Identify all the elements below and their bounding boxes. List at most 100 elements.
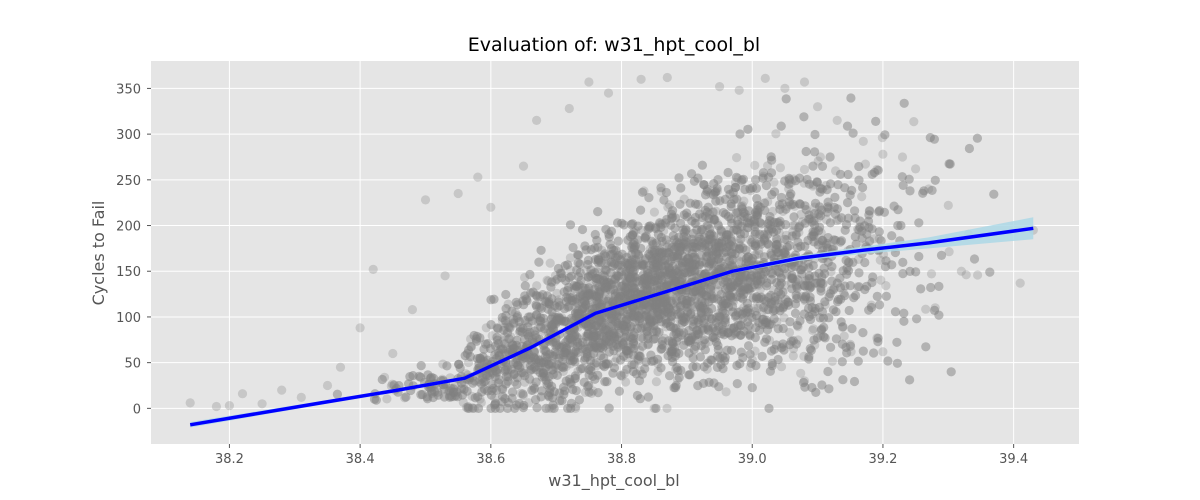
scatter-point: [743, 304, 753, 314]
scatter-point: [816, 331, 826, 341]
scatter-point: [778, 245, 788, 255]
scatter-point: [583, 259, 593, 270]
scatter-point: [760, 337, 770, 347]
scatter-point: [485, 343, 495, 354]
scatter-point: [743, 317, 753, 327]
scatter-point: [651, 270, 661, 280]
scatter-point: [807, 231, 817, 242]
scatter-point: [602, 332, 612, 342]
scatter-point: [663, 247, 673, 258]
scatter-point: [494, 350, 504, 360]
scatter-point: [475, 394, 485, 404]
scatter-point: [843, 169, 853, 180]
scatter-point: [752, 292, 762, 302]
scatter-point: [539, 372, 549, 382]
scatter-point: [756, 269, 766, 279]
scatter-point: [715, 353, 725, 363]
scatter-point: [547, 307, 557, 317]
scatter-point: [628, 303, 638, 313]
scatter-point: [716, 231, 726, 241]
scatter-point: [748, 183, 758, 193]
scatter-point: [670, 276, 680, 286]
scatter-point: [764, 335, 775, 345]
scatter-point: [625, 311, 635, 321]
scatter-point: [751, 175, 761, 185]
scatter-point: [478, 352, 488, 362]
scatter-point: [405, 372, 415, 382]
scatter-point: [592, 361, 602, 371]
scatter-point: [509, 319, 519, 329]
scatter-point: [844, 257, 854, 267]
scatter-point: [905, 375, 915, 385]
scatter-point: [785, 240, 795, 251]
scatter-point: [854, 161, 864, 172]
scatter-point: [869, 234, 879, 244]
scatter-point: [616, 255, 626, 265]
scatter-point: [765, 366, 776, 376]
scatter-point: [433, 390, 443, 400]
scatter-point: [601, 334, 612, 344]
scatter-point: [813, 156, 823, 166]
scatter-point: [813, 240, 823, 250]
scatter-point: [593, 254, 603, 264]
scatter-point: [855, 222, 865, 232]
scatter-point: [582, 332, 592, 342]
scatter-point: [761, 180, 772, 191]
scatter-point: [833, 297, 843, 307]
scatter-point: [558, 366, 568, 376]
scatter-point: [865, 236, 875, 246]
scatter-point: [606, 226, 617, 236]
scatter-point: [461, 402, 472, 413]
scatter-point: [502, 328, 513, 338]
scatter-point: [865, 206, 875, 216]
scatter-point: [666, 273, 677, 283]
scatter-point: [604, 309, 615, 319]
scatter-point: [504, 347, 514, 357]
scatter-point: [540, 324, 550, 334]
scatter-point: [672, 375, 683, 385]
scatter-point: [622, 309, 632, 319]
scatter-point: [797, 280, 808, 290]
scatter-point: [577, 224, 588, 235]
scatter-point: [713, 345, 724, 355]
scatter-point: [817, 272, 827, 282]
scatter-point: [683, 253, 693, 263]
scatter-point: [854, 268, 864, 278]
scatter-point: [680, 267, 690, 278]
scatter-point: [709, 378, 719, 388]
scatter-point: [691, 330, 701, 340]
scatter-point: [764, 403, 774, 413]
scatter-point: [800, 296, 810, 306]
scatter-point: [509, 377, 520, 387]
scatter-point: [581, 300, 591, 310]
scatter-point: [751, 183, 762, 193]
scatter-point: [892, 337, 902, 347]
scatter-point: [946, 367, 956, 377]
scatter-point: [612, 339, 622, 350]
scatter-point: [660, 296, 670, 306]
scatter-point: [750, 229, 760, 239]
plot-background: [151, 61, 1079, 444]
scatter-point: [846, 347, 856, 357]
scatter-point: [667, 338, 678, 348]
scatter-point: [773, 239, 783, 249]
scatter-point: [694, 270, 704, 280]
scatter-point: [851, 290, 861, 301]
scatter-point: [645, 221, 655, 231]
scatter-point: [875, 255, 885, 265]
scatter-point: [573, 334, 583, 344]
scatter-point: [702, 246, 712, 256]
scatter-point: [534, 257, 544, 267]
scatter-point: [565, 293, 576, 303]
scatter-point: [620, 283, 630, 293]
scatter-point: [536, 358, 546, 368]
scatter-point: [543, 304, 553, 314]
scatter-point: [693, 329, 703, 339]
scatter-point: [763, 219, 773, 229]
scatter-point: [791, 281, 802, 291]
scatter-point: [930, 175, 940, 185]
scatter-point: [647, 317, 657, 327]
scatter-point: [726, 345, 737, 355]
scatter-point: [534, 362, 544, 372]
scatter-point: [586, 366, 596, 376]
